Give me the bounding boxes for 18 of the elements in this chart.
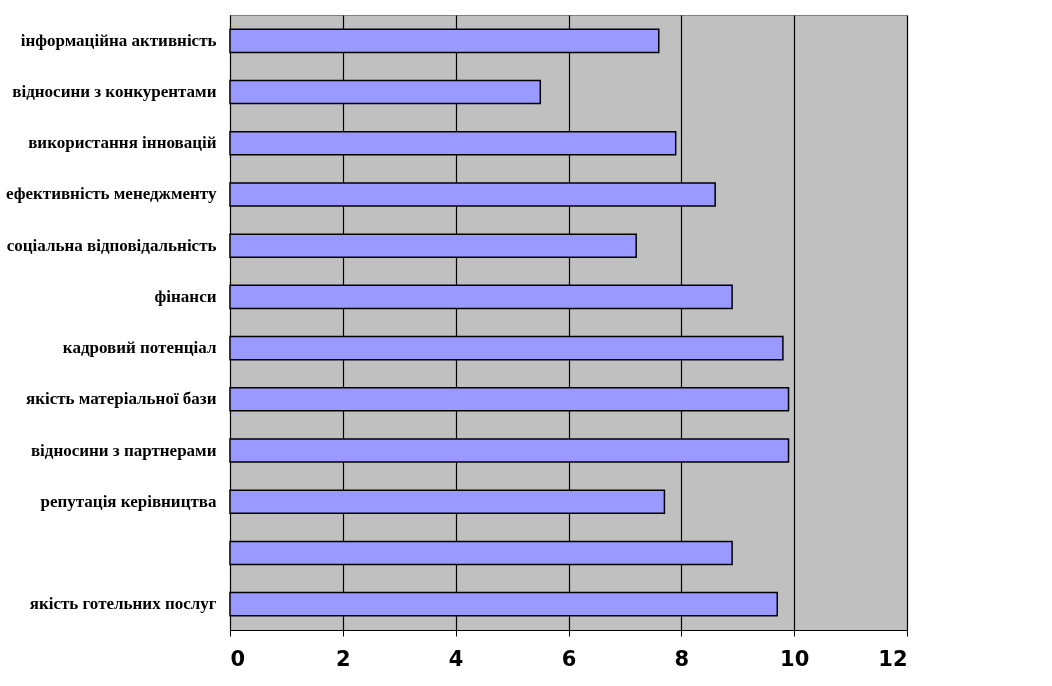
y-tick-label: відносини з партнерами	[30, 440, 217, 460]
x-tick-label: 6	[561, 646, 577, 671]
x-tick-label: 4	[448, 646, 464, 671]
y-tick-label: якість матеріальної бази	[25, 389, 217, 409]
y-tick-label: репутація керівництва	[40, 491, 217, 511]
x-tick-label: 12	[878, 646, 908, 671]
x-tick-label: 0	[230, 646, 246, 671]
y-tick-label: відносини з конкурентами	[12, 82, 217, 102]
x-tick-label: 10	[780, 646, 810, 671]
y-tick-label: використання інновацій	[28, 133, 217, 153]
x-tick-label: 2	[336, 646, 351, 671]
x-tick-label: 8	[674, 646, 690, 671]
y-tick-label: соціальна відповідальність	[6, 235, 217, 255]
y-tick-label: кадровий потенціал	[62, 338, 217, 358]
y-tick-label: ефективність менеджменту	[5, 184, 217, 204]
y-tick-label: фінанси	[154, 286, 217, 306]
y-tick-label: інформаційна активність	[20, 30, 217, 50]
y-tick-label: якість готельних послуг	[29, 594, 217, 614]
